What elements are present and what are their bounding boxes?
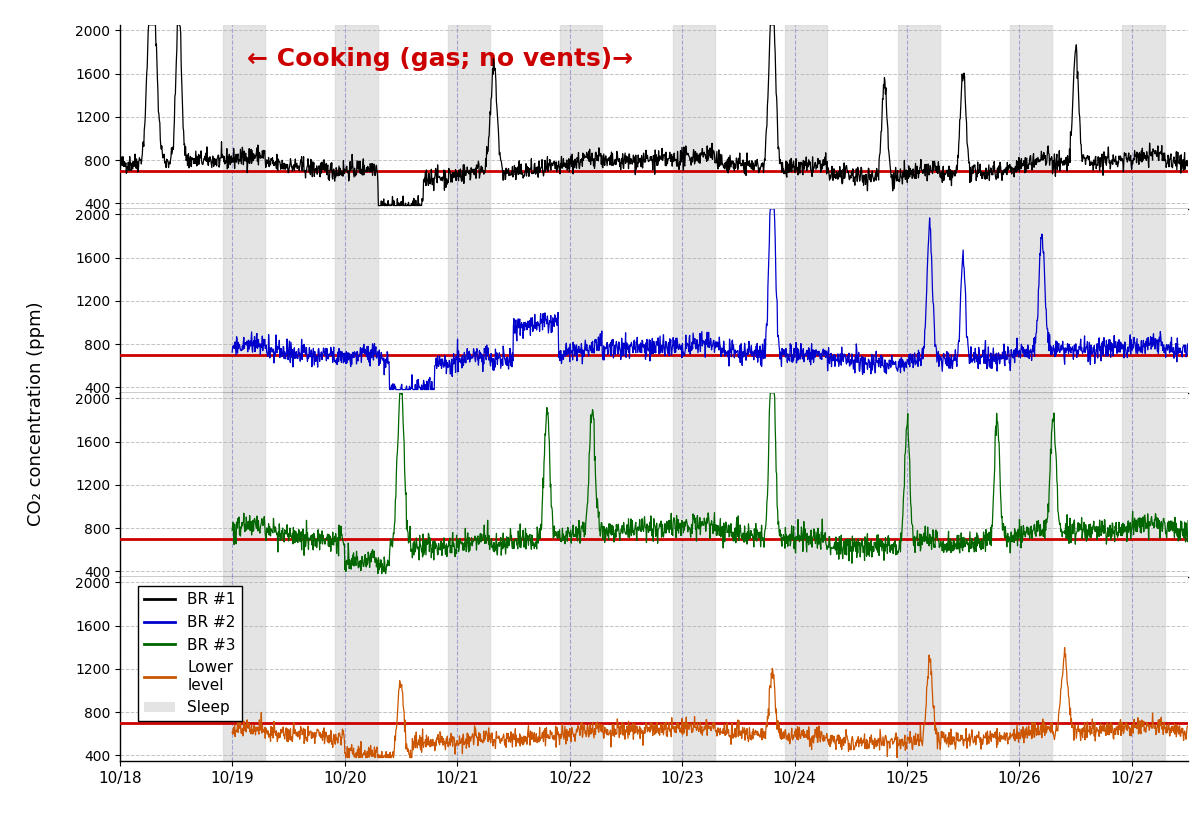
Bar <box>1122 577 1164 761</box>
Bar <box>673 209 715 393</box>
Bar <box>223 393 265 577</box>
Bar <box>1010 209 1052 393</box>
Bar <box>1122 25 1164 209</box>
Text: CO₂ concentration (ppm): CO₂ concentration (ppm) <box>26 301 46 526</box>
Bar <box>336 209 378 393</box>
Bar <box>1010 25 1052 209</box>
Bar <box>560 577 602 761</box>
Bar <box>560 25 602 209</box>
Bar <box>1010 393 1052 577</box>
Bar <box>336 25 378 209</box>
Text: ← Cooking (gas; no vents)→: ← Cooking (gas; no vents)→ <box>247 47 634 71</box>
Bar <box>1122 393 1164 577</box>
Bar <box>223 209 265 393</box>
Bar <box>336 577 378 761</box>
Bar <box>448 393 490 577</box>
Bar <box>560 393 602 577</box>
Bar <box>673 393 715 577</box>
Bar <box>785 393 827 577</box>
Bar <box>223 25 265 209</box>
Bar <box>448 577 490 761</box>
Bar <box>673 25 715 209</box>
Bar <box>785 25 827 209</box>
Bar <box>560 209 602 393</box>
Bar <box>785 209 827 393</box>
Bar <box>898 393 940 577</box>
Bar <box>673 577 715 761</box>
Bar <box>336 393 378 577</box>
Bar <box>1122 209 1164 393</box>
Legend: BR #1, BR #2, BR #3, Lower
level, Sleep: BR #1, BR #2, BR #3, Lower level, Sleep <box>138 586 242 721</box>
Bar <box>898 577 940 761</box>
Bar <box>898 25 940 209</box>
Bar <box>223 577 265 761</box>
Bar <box>785 577 827 761</box>
Bar <box>448 209 490 393</box>
Bar <box>1010 577 1052 761</box>
Bar <box>448 25 490 209</box>
Bar <box>898 209 940 393</box>
